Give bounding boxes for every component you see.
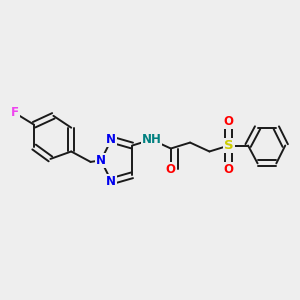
Text: N: N [96,154,106,167]
Text: O: O [224,115,234,128]
Text: S: S [224,139,234,152]
Text: N: N [106,133,116,146]
Text: O: O [166,163,176,176]
Text: N: N [106,175,116,188]
Text: F: F [11,106,19,119]
Text: O: O [224,163,234,176]
Text: NH: NH [142,133,161,146]
